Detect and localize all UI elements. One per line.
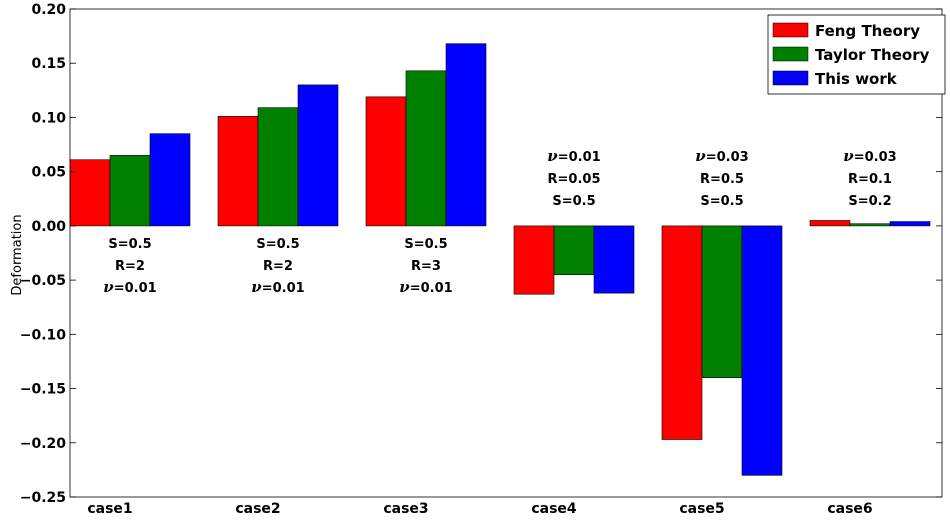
annotation-case2-line-3: ν=0.01 — [251, 278, 304, 296]
y-tick-label: −0.15 — [20, 382, 66, 398]
bars-layer — [69, 43, 931, 476]
bar-case4-series-2 — [553, 225, 595, 275]
annotation-case4-line-1: ν=0.01 — [547, 147, 600, 165]
annotation-case2-line-2: R=2 — [263, 259, 293, 274]
y-tick-label: 0.20 — [31, 2, 66, 18]
y-tick-label: 0.15 — [31, 56, 66, 72]
annotation-case4-line-3: S=0.5 — [552, 194, 595, 209]
legend-label-3: This work — [815, 70, 898, 88]
y-tick-label: −0.05 — [20, 273, 66, 289]
bar-case2-series-1 — [217, 116, 259, 227]
legend: Feng Theory Taylor Theory This work — [767, 14, 946, 95]
bar-case6-series-3 — [889, 221, 931, 227]
bar-case2-series-3 — [297, 84, 339, 227]
y-tick-label: 0.05 — [31, 165, 66, 181]
x-tick-label-case2: case2 — [235, 501, 280, 517]
bar-case6-series-2 — [849, 223, 891, 227]
annotation-case6-line-3: S=0.2 — [848, 194, 891, 209]
bar-case5-series-2 — [701, 225, 743, 379]
x-tick-label-case6: case6 — [827, 501, 872, 517]
annotation-case3-line-1: S=0.5 — [404, 237, 447, 252]
annotation-case5-line-2: R=0.5 — [700, 172, 744, 187]
y-tick-label: −0.25 — [20, 490, 66, 506]
bar-case4-series-1 — [513, 225, 555, 295]
legend-label-2: Taylor Theory — [815, 46, 930, 64]
annotation-case2-line-1: S=0.5 — [256, 237, 299, 252]
plot-frame — [69, 8, 943, 498]
y-tick-label: −0.10 — [20, 327, 67, 343]
legend-swatch-1 — [772, 22, 809, 38]
y-tick-label: 0.00 — [31, 219, 66, 235]
annotation-case6-line-2: R=0.1 — [848, 172, 892, 187]
annotation-case1-line-2: R=2 — [115, 259, 145, 274]
axes-layer: 0.20 0.15 0.10 0.05 0.00 −0.05 −0.10 −0.15 −0.20… — [10, 2, 943, 517]
bar-case4-series-3 — [593, 225, 635, 294]
annotation-case3-line-3: ν=0.01 — [399, 278, 452, 296]
bar-case2-series-2 — [257, 107, 299, 227]
bar-case1-series-3 — [149, 133, 191, 227]
y-axis-label: Deformation — [10, 214, 25, 295]
legend-label-1: Feng Theory — [815, 22, 920, 40]
bar-case1-series-2 — [109, 155, 151, 227]
legend-swatch-3 — [772, 70, 809, 86]
annotation-case1-line-1: S=0.5 — [108, 237, 151, 252]
annotation-case1-line-3: ν=0.01 — [103, 278, 156, 296]
annotations-layer: S=0.5 R=2 ν=0.01 S=0.5 R=2 ν=0.01 S=0.5 R=3 ν=0.… — [103, 147, 896, 296]
annotation-case5-line-3: S=0.5 — [700, 194, 743, 209]
bar-case1-series-1 — [69, 159, 111, 227]
y-tick-label: 0.10 — [31, 110, 66, 126]
annotation-case3-line-2: R=3 — [411, 259, 441, 274]
bar-case3-series-1 — [365, 96, 407, 227]
x-tick-label-case3: case3 — [383, 501, 428, 517]
x-tick-label-case5: case5 — [679, 501, 724, 517]
x-tick-label-case4: case4 — [531, 501, 577, 517]
bar-case5-series-1 — [661, 225, 703, 440]
annotation-case6-line-1: ν=0.03 — [843, 147, 896, 165]
bar-case3-series-3 — [445, 43, 487, 227]
bar-case6-series-1 — [809, 220, 851, 227]
y-tick-label: −0.20 — [20, 436, 67, 452]
annotation-case4-line-2: R=0.05 — [548, 172, 601, 187]
bar-case3-series-2 — [405, 70, 447, 227]
annotation-case5-line-1: ν=0.03 — [695, 147, 748, 165]
x-tick-label-case1: case1 — [87, 501, 132, 517]
bar-case5-series-3 — [741, 225, 783, 476]
legend-swatch-2 — [772, 46, 809, 62]
